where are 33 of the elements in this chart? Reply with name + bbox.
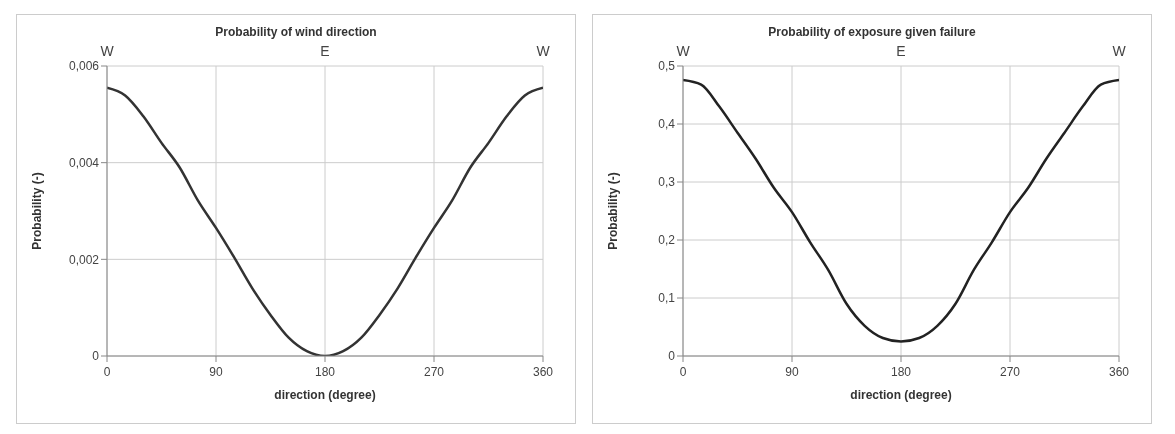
- x-tick-label: 180: [890, 365, 912, 379]
- y-tick-label: 0,004: [68, 155, 100, 170]
- x-tick-label: 360: [1108, 365, 1130, 379]
- y-tick-label: 0,002: [68, 252, 100, 267]
- x-tick-label: 90: [209, 365, 223, 379]
- chart-title: Probability of wind direction: [214, 25, 378, 39]
- y-tick-label: 0,2: [658, 233, 676, 248]
- x-tick-label: 270: [423, 365, 445, 379]
- y-tick-label: 0,5: [658, 59, 676, 74]
- x-tick-label: 90: [785, 365, 799, 379]
- line-series: [683, 78, 1119, 343]
- y-axis-title: Probability (-): [606, 172, 621, 250]
- x-tick-label: 0: [679, 365, 687, 379]
- chart-title: Probability of exposure given failure: [767, 25, 977, 39]
- text: W: [100, 43, 114, 59]
- x-tick-label: 270: [999, 365, 1021, 379]
- text: E: [896, 43, 906, 59]
- x-tick-label: 0: [103, 365, 111, 379]
- y-tick-label: 0: [668, 349, 676, 364]
- y-tick-label: 0,1: [658, 291, 676, 306]
- y-tick-label: 0,4: [658, 117, 676, 132]
- text: E: [320, 43, 330, 59]
- x-axis-title: direction (degree): [850, 388, 952, 402]
- text: W: [676, 43, 690, 59]
- y-axis-title: Probability (-): [30, 172, 45, 250]
- y-tick-label: 0,3: [658, 175, 676, 190]
- text: W: [536, 43, 550, 59]
- x-axis-title: direction (degree): [274, 388, 376, 402]
- text: W: [1112, 43, 1126, 59]
- y-tick-label: 0,006: [68, 59, 100, 74]
- x-tick-label: 180: [314, 365, 336, 379]
- y-tick-label: 0: [92, 349, 100, 364]
- x-tick-label: 360: [532, 365, 554, 379]
